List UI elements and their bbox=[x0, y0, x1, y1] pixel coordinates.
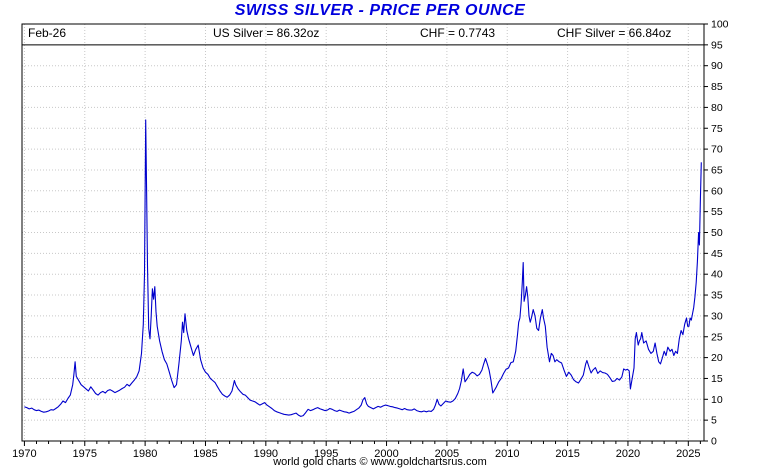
price-line bbox=[24, 119, 702, 417]
y-axis-label: 95 bbox=[711, 39, 723, 51]
y-axis-label: 75 bbox=[711, 123, 723, 135]
y-axis-label: 0 bbox=[711, 436, 717, 448]
y-axis-label: 65 bbox=[711, 164, 723, 176]
y-axis-label: 45 bbox=[711, 248, 723, 260]
y-axis-label: 80 bbox=[711, 102, 723, 114]
y-axis-label: 5 bbox=[711, 415, 717, 427]
plot-frame bbox=[21, 23, 705, 442]
x-axis-label: 1980 bbox=[133, 448, 157, 460]
header-chf-silver-value: CHF Silver = 66.84oz bbox=[557, 26, 672, 40]
y-axis-label: 20 bbox=[711, 352, 723, 364]
y-axis-label: 35 bbox=[711, 290, 723, 302]
x-axis-label: 2000 bbox=[374, 448, 398, 460]
x-axis-label: 2020 bbox=[616, 448, 640, 460]
y-axis-label: 90 bbox=[711, 60, 723, 72]
y-axis-label: 10 bbox=[711, 394, 723, 406]
y-axis-label: 30 bbox=[711, 310, 723, 322]
x-axis-label: 1995 bbox=[314, 448, 338, 460]
x-axis-label: 1975 bbox=[73, 448, 97, 460]
x-axis-label: 2025 bbox=[676, 448, 700, 460]
y-axis-label: 85 bbox=[711, 81, 723, 93]
x-axis-label: 2015 bbox=[555, 448, 579, 460]
y-axis-label: 70 bbox=[711, 144, 723, 156]
x-axis-label: 1970 bbox=[12, 448, 36, 460]
header-date-label: Feb-26 bbox=[28, 26, 67, 40]
header-chf-rate-value: CHF = 0.7743 bbox=[420, 26, 496, 40]
y-axis-label: 15 bbox=[711, 373, 723, 385]
x-axis-label: 2005 bbox=[435, 448, 459, 460]
x-axis-label: 1990 bbox=[254, 448, 278, 460]
x-axis-label: 1985 bbox=[193, 448, 217, 460]
header-us-silver-value: US Silver = 86.32oz bbox=[213, 26, 320, 40]
y-axis-label: 60 bbox=[711, 185, 723, 197]
copyright-caption: world gold charts © www.goldchartsrus.co… bbox=[273, 456, 487, 468]
y-axis-label: 40 bbox=[711, 269, 723, 281]
y-axis-label: 50 bbox=[711, 227, 723, 239]
chart-title: SWISS SILVER - PRICE PER OUNCE bbox=[234, 2, 526, 19]
x-axis-label: 2010 bbox=[495, 448, 519, 460]
y-axis-label: 25 bbox=[711, 331, 723, 343]
y-axis-label: 100 bbox=[711, 19, 729, 31]
y-axis-label: 55 bbox=[711, 206, 723, 218]
